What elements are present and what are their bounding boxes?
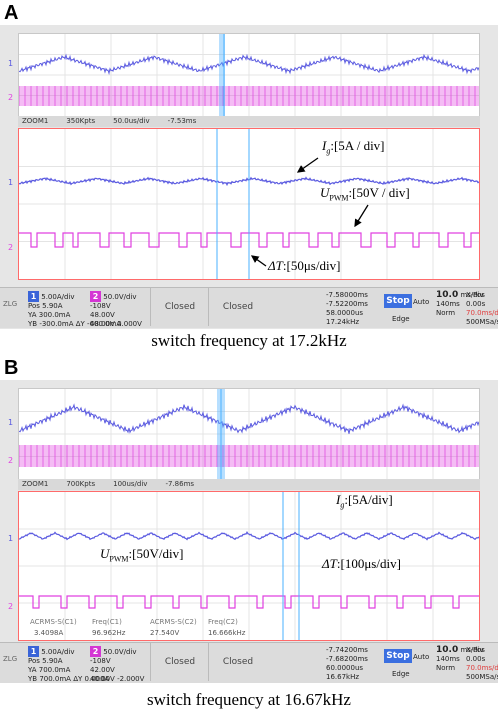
ch1-marker-zoom-b: 1 xyxy=(8,534,14,543)
closed-slot-2-b[interactable]: Closed xyxy=(208,643,267,681)
zoom-window xyxy=(219,34,225,116)
cursor-readout-b: -7.74200ms -7.68200ms 60.0000us 16.67kHz xyxy=(326,646,368,681)
ch1-settings-b[interactable]: 1 5.00A/div Pos 5.90A YA 700.0mA YB 700.… xyxy=(28,646,110,683)
trigger-mode-b[interactable]: Auto xyxy=(413,653,430,661)
meas-value: 16.666kHz xyxy=(208,629,246,637)
timebase-readout-a[interactable]: 10.0 ms/div 140ms Norm xyxy=(436,290,484,318)
cursor-readout-a: -7.58000ms -7.52200ms 58.0000us 17.24kHz xyxy=(326,291,368,326)
ch2-trace-fill xyxy=(19,86,479,106)
status-bar-a: ZLG 1 5.00A/div Pos 5.90A YA 300.0mA YB … xyxy=(0,287,498,328)
ch2-settings-a[interactable]: 2 50.0V/div -108V 48.00V 48.00V 0.000V xyxy=(90,291,142,328)
closed-slot-2-a[interactable]: Closed xyxy=(208,288,267,326)
meas-label: ACRMS-S(C1) xyxy=(30,618,77,626)
zoom-info-bar-a: ZOOM1 350Kpts 50.0us/div -7.53ms xyxy=(18,116,480,127)
closed-slot-1-a[interactable]: Closed xyxy=(150,288,209,326)
ch1-settings-a[interactable]: 1 5.00A/div Pos 5.90A YA 300.0mA YB -300… xyxy=(28,291,122,328)
meas-label: Freq(C1) xyxy=(92,618,122,626)
trigger-type-b[interactable]: Edge xyxy=(392,670,410,678)
annotation-ig-a: Ig:[5A / div] xyxy=(322,138,385,156)
overview-plot-b xyxy=(18,389,480,479)
timebase-readout-b[interactable]: 10.0 ms/div 140ms Norm xyxy=(436,645,484,673)
ch1-trace xyxy=(18,530,480,541)
zoom-plot-a xyxy=(18,129,480,279)
measurement-row-b: ACRMS-S(C1) Freq(C1) ACRMS-S(C2) Freq(C2… xyxy=(30,618,252,640)
zlg-logo-icon: ZLG xyxy=(3,300,18,308)
ch2-marker-zoom-b: 2 xyxy=(8,602,14,611)
zlg-logo-icon: ZLG xyxy=(3,655,18,663)
ch2-trace xyxy=(19,595,488,609)
caption-a: switch frequency at 17.2kHz xyxy=(151,331,347,350)
annotation-ig-b: Ig:[5A/div] xyxy=(336,492,393,510)
annotation-dt-b: ΔT:[100μs/div] xyxy=(322,556,401,571)
status-bar-b: ZLG 1 5.00A/div Pos 5.90A YA 700.0mA YB … xyxy=(0,642,498,683)
trigger-mode-a[interactable]: Auto xyxy=(413,298,430,306)
zoom-waveform-a xyxy=(18,128,480,280)
ch2-marker-overview-a: 2 xyxy=(8,93,14,102)
annotation-upwm-b: UPWM:[50V/div] xyxy=(100,546,184,564)
ch2-trace-fill xyxy=(19,445,479,467)
ch2-trace xyxy=(19,232,479,248)
meas-label: ACRMS-S(C2) xyxy=(150,618,197,626)
overview-plot-a xyxy=(18,34,480,116)
oscilloscope-screen-b: 1 2 ZOOM1 700Kpts 100us/div -7.86ms 1 2 ACR… xyxy=(0,380,498,680)
arrow-ig-a xyxy=(296,157,319,173)
stop-button-a[interactable]: Stop xyxy=(384,294,412,308)
zoom-waveform-b xyxy=(18,491,488,641)
annotation-upwm-a: UPWM:[50V / div] xyxy=(320,185,410,203)
ch1-trace xyxy=(18,403,480,434)
meas-value: 27.540V xyxy=(150,629,180,637)
arrow-upwm-a xyxy=(354,204,369,228)
caption-b: switch frequency at 16.67kHz xyxy=(147,690,351,709)
trigger-type-a[interactable]: Edge xyxy=(392,315,410,323)
meas-value: 96.962Hz xyxy=(92,629,126,637)
ch2-trace xyxy=(18,86,476,106)
ch1-marker-overview-b: 1 xyxy=(8,418,14,427)
meas-value: 3.4098A xyxy=(34,629,64,637)
zoom-label: ZOOM1 xyxy=(22,117,49,125)
ch2-trace xyxy=(18,445,476,467)
arrow-dt-a xyxy=(250,255,267,267)
zoom-offset: -7.86ms xyxy=(165,480,195,488)
oscilloscope-screen-a: 1 2 ZOOM1 350Kpts 50.0us/div -7.53ms 1 2 xyxy=(0,25,498,329)
zoom-pts: 350Kpts xyxy=(66,117,96,125)
ch1-trace xyxy=(18,53,480,76)
zoom-pts: 700Kpts xyxy=(66,480,96,488)
ch1-marker-zoom-a: 1 xyxy=(8,178,14,187)
stop-button-b[interactable]: Stop xyxy=(384,649,412,663)
ch2-settings-b[interactable]: 2 50.0V/div -108V 42.00V 40.00V -2.000V xyxy=(90,646,145,683)
zoom-timebase: 100us/div xyxy=(113,480,148,488)
panel-label-a: A xyxy=(4,2,19,24)
panel-label-b: B xyxy=(4,357,19,379)
overview-waveform-a xyxy=(18,33,480,117)
meas-label: Freq(C2) xyxy=(208,618,238,626)
zoom-info-bar-b: ZOOM1 700Kpts 100us/div -7.86ms xyxy=(18,479,480,490)
zoom-plot-b xyxy=(18,492,488,640)
ch2-marker-zoom-a: 2 xyxy=(8,243,14,252)
zoom-timebase: 50.0us/div xyxy=(113,117,150,125)
ch1-marker-overview-a: 1 xyxy=(8,59,14,68)
closed-slot-1-b[interactable]: Closed xyxy=(150,643,209,681)
annotation-dt-a: ΔT:[50μs/div] xyxy=(268,258,341,273)
zoom-offset: -7.53ms xyxy=(167,117,197,125)
overview-waveform-b xyxy=(18,388,480,480)
ch2-marker-overview-b: 2 xyxy=(8,456,14,465)
zoom-label: ZOOM1 xyxy=(22,480,49,488)
